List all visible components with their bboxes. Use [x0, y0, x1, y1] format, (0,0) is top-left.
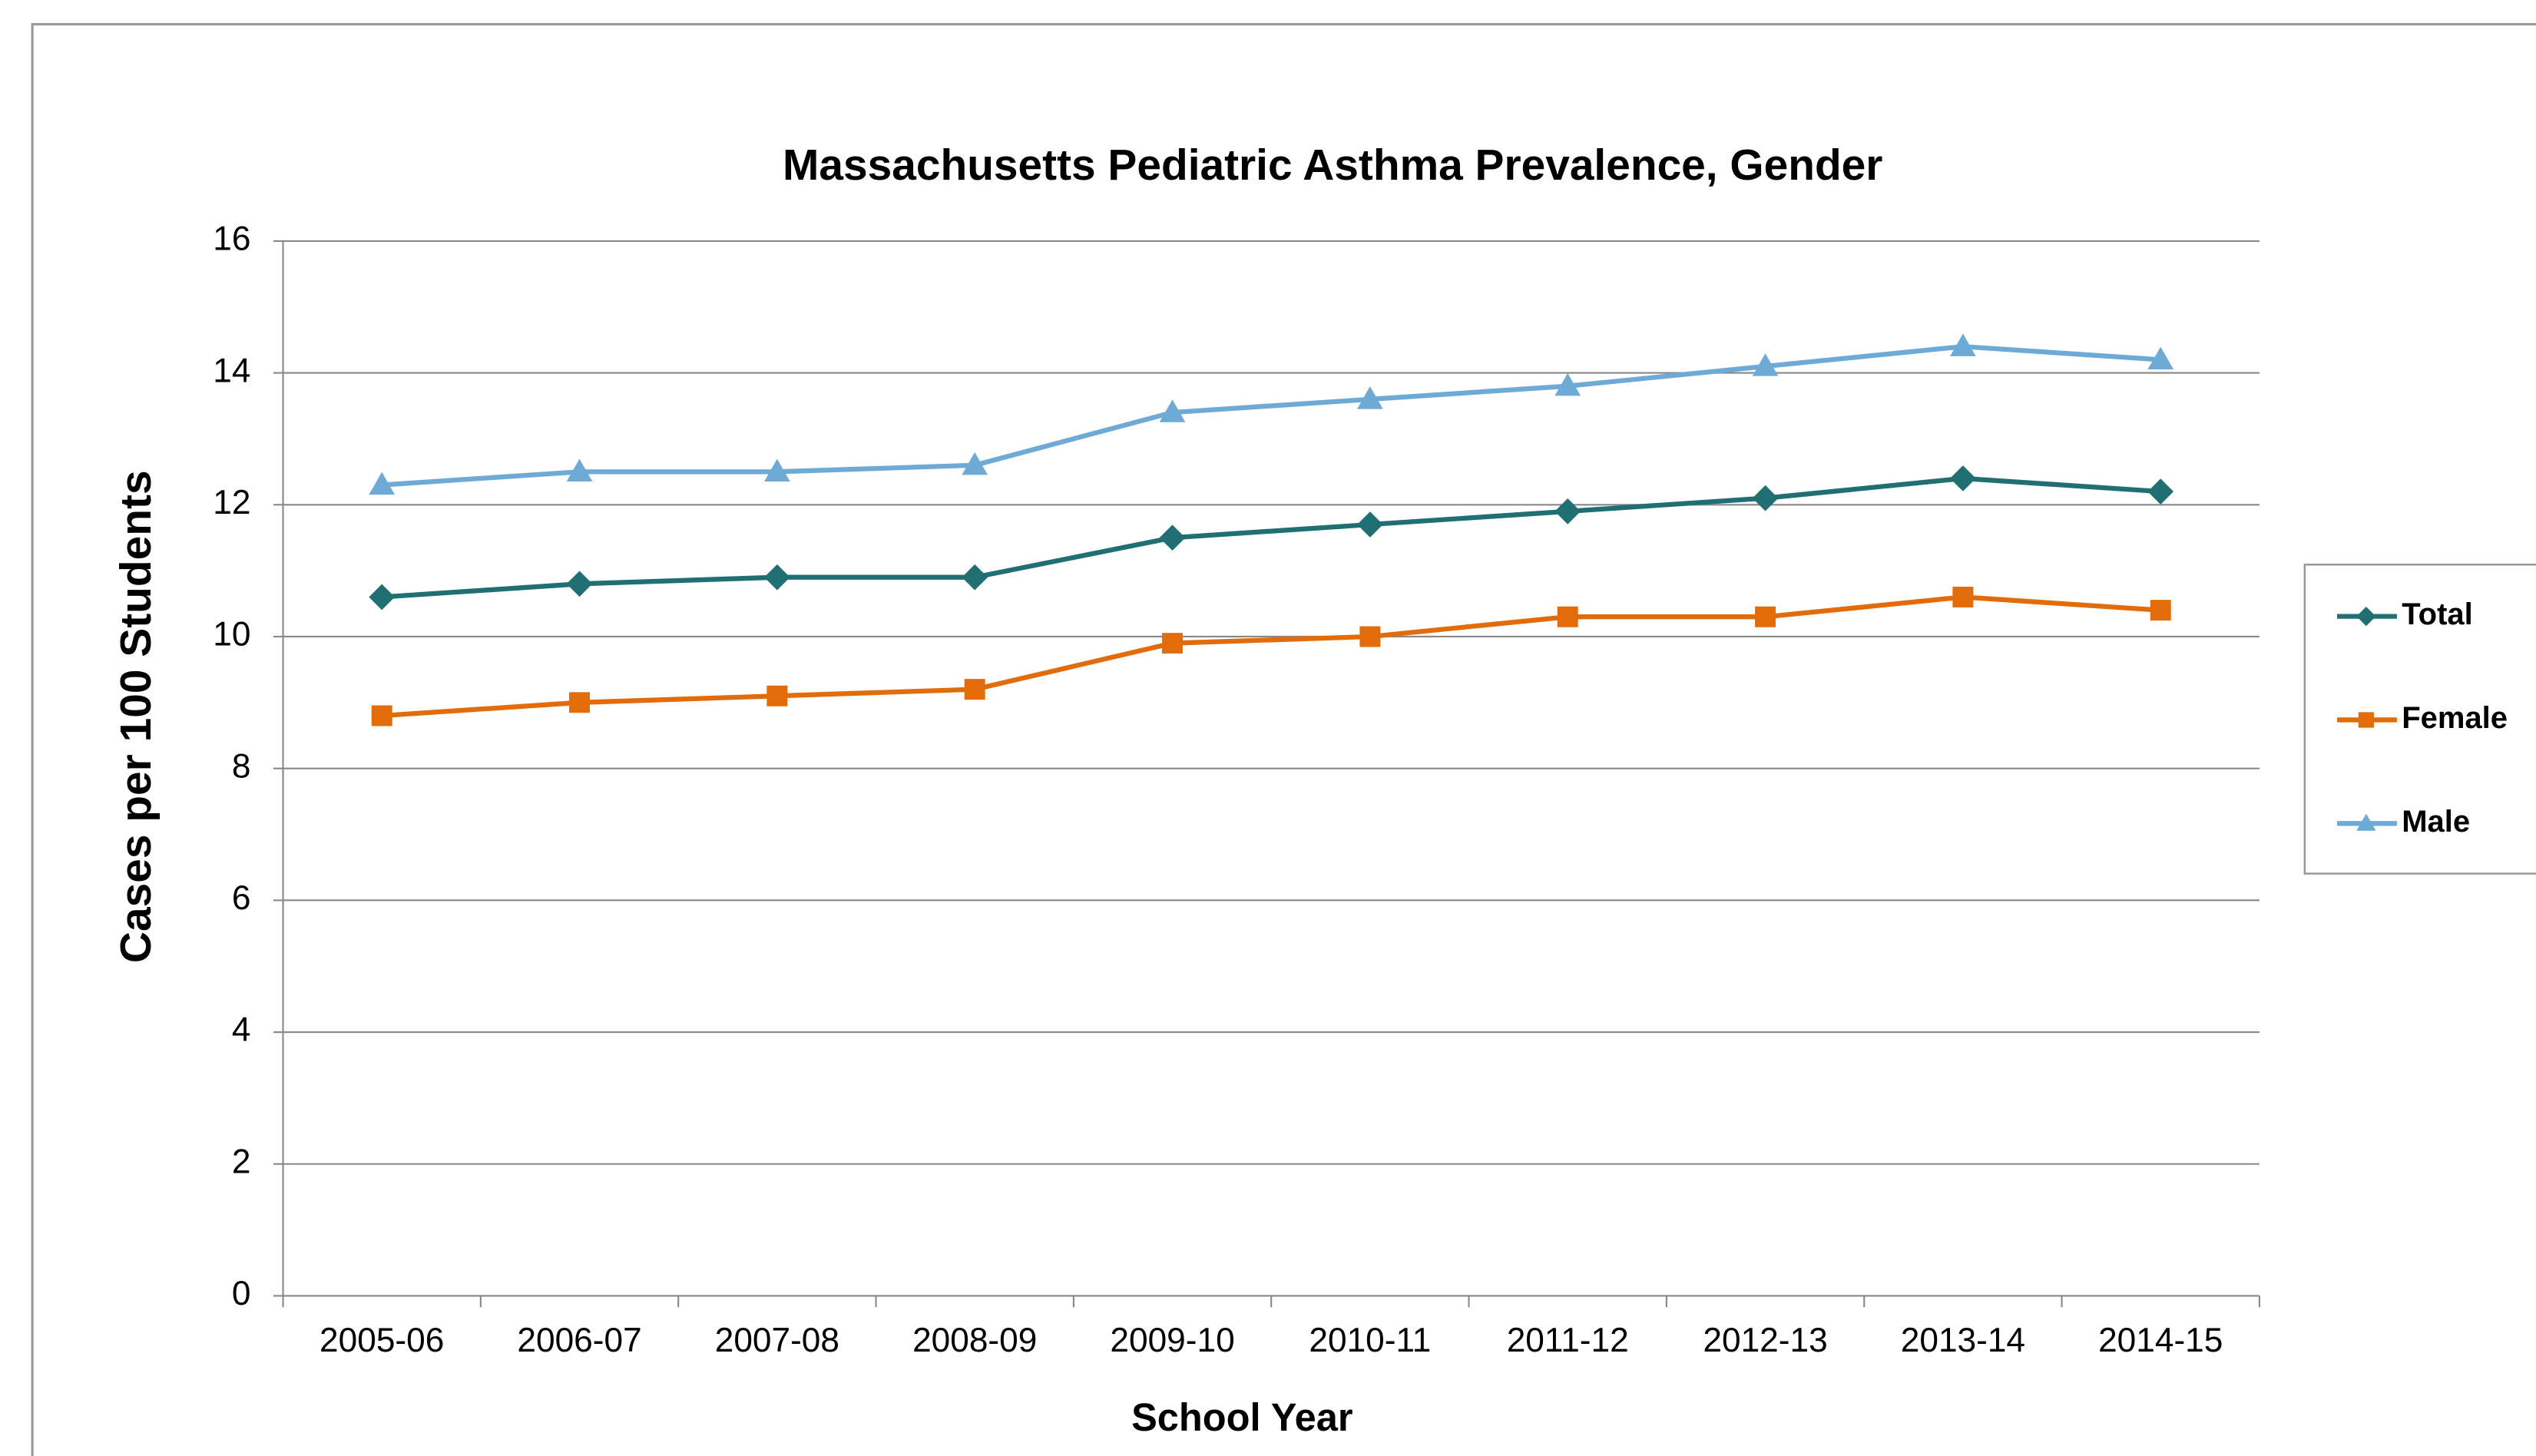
y-tick-label: 12 — [213, 484, 250, 521]
y-tick-label: 16 — [213, 220, 250, 258]
data-point — [1557, 606, 1578, 627]
series-line — [381, 475, 2161, 600]
data-point — [1359, 626, 1381, 647]
data-point — [766, 685, 788, 706]
x-tick-label: 2009-10 — [1110, 1322, 1234, 1359]
series-line — [381, 594, 2161, 719]
x-tick-label: 2011-12 — [1507, 1322, 1629, 1359]
data-point — [1950, 333, 1976, 356]
y-tick-label: 8 — [232, 747, 251, 785]
x-tick-label: 2012-13 — [1703, 1322, 1827, 1359]
data-point — [369, 472, 396, 495]
data-point — [566, 458, 593, 481]
data-point — [1752, 485, 1779, 511]
y-tick-label: 6 — [232, 879, 251, 917]
y-axis-label: Cases per 100 Students — [112, 470, 161, 963]
data-point — [369, 584, 396, 611]
x-tick-label: 2006-07 — [517, 1322, 641, 1359]
data-point — [1162, 633, 1184, 654]
x-axis-label: School Year — [1131, 1395, 1352, 1439]
y-tick-label: 0 — [232, 1275, 251, 1312]
data-point — [2147, 346, 2174, 370]
y-tick-label: 4 — [232, 1011, 251, 1049]
chart-title: Massachusetts Pediatric Asthma Prevalenc… — [783, 141, 1882, 190]
data-point — [1755, 606, 1776, 627]
data-point — [2150, 600, 2171, 621]
chart-border — [31, 23, 2536, 1456]
x-tick-label: 2008-09 — [912, 1322, 1037, 1359]
data-point — [569, 692, 591, 713]
legend-label: Male — [2402, 805, 2470, 839]
data-point — [1357, 386, 1383, 409]
data-point — [1952, 586, 1974, 607]
legend-label: Total — [2402, 597, 2473, 631]
data-point — [964, 679, 985, 700]
data-point — [1554, 372, 1581, 396]
data-point — [1159, 399, 1186, 422]
y-tick-label: 10 — [213, 616, 250, 654]
y-tick-label: 2 — [232, 1143, 251, 1180]
data-point — [1752, 353, 1779, 376]
y-tick-label: 14 — [213, 352, 250, 389]
x-tick-label: 2007-08 — [715, 1322, 839, 1359]
x-tick-label: 2005-06 — [319, 1322, 444, 1359]
legend-label: Female — [2402, 701, 2508, 735]
x-tick-label: 2014-15 — [2098, 1322, 2223, 1359]
data-point — [371, 705, 392, 726]
legend-marker — [2356, 607, 2376, 627]
legend-marker — [2358, 712, 2374, 728]
legend-marker — [2356, 813, 2376, 831]
x-tick-label: 2013-14 — [1901, 1322, 2025, 1359]
series-line — [381, 344, 2161, 488]
data-point — [962, 452, 988, 475]
x-tick-label: 2010-11 — [1309, 1322, 1431, 1359]
data-point — [764, 458, 790, 481]
